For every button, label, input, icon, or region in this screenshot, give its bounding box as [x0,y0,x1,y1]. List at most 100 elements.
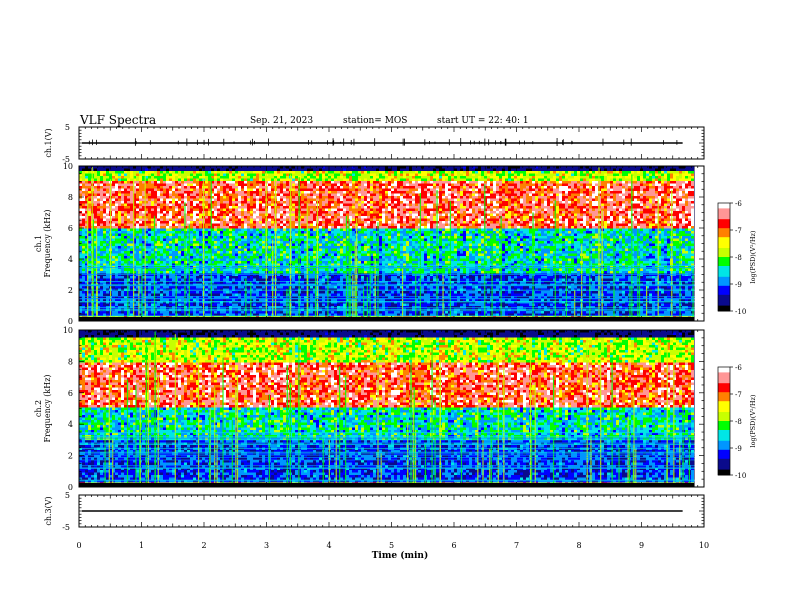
ch1-spec-cell [169,189,172,192]
ch1-spec-cell [172,279,175,282]
ch1-spec-cell [166,206,169,209]
ch1-spec-cell [187,201,190,204]
ch1-spec-cell [268,311,271,314]
ch1-spec-cell [217,181,220,184]
ch1-spec-cell [223,206,226,209]
ch1-spec-cell [238,239,241,242]
ch1-spec-cell [232,171,235,174]
ch1-spec-cell [304,189,307,192]
ch1-spec-cell [226,204,229,207]
ch1-spec-cell [301,274,304,277]
ch1-spec-cell [268,256,271,259]
ch1-spec-cell [217,254,220,257]
ch1-spec-cell [301,171,304,174]
ch1-spec-cell [148,246,151,249]
ch1-spec-cell [280,189,283,192]
ch1-spec-cell [223,294,226,297]
ch1-spec-cell [283,246,286,249]
ch1-spec-cell [106,306,109,309]
ch1-spec-cell [250,219,253,222]
ch1-spec-cell [154,189,157,192]
ch1-spec-cell [232,199,235,202]
ch1-spec-cell [181,261,184,264]
ch1-spec-cell [169,261,172,264]
ch1-spec-cell [160,291,163,294]
ch1-spec-cell [217,251,220,254]
ch1-spec-cell [286,256,289,259]
ch1-spec-cell [292,239,295,242]
ch1-spec-cell [106,196,109,199]
ch1-spec-cell [304,249,307,252]
ch1-spec-cell [226,229,229,232]
ch1-spec-cell [181,279,184,282]
ch1-spec-cell [82,221,85,224]
ch1-spec-cell [295,216,298,219]
ch1-spec-cell [115,294,118,297]
ch1-spec-cell [190,276,193,279]
ch1-spec-cell [295,214,298,217]
ch1-spec-cell [292,221,295,224]
ch1-spec-cell [88,229,91,232]
ch1-spec-cell [217,176,220,179]
ch1-spec-cell [256,214,259,217]
ch1-spec-cell [229,259,232,262]
ch1-spec-cell [262,294,265,297]
ch1-spec-cell [283,219,286,222]
ch1-spec-cell [178,199,181,202]
ch1-spec-cell [181,241,184,244]
ch1-spec-cell [262,221,265,224]
ch1-spec-cell [115,179,118,182]
ch1-spec-cell [295,204,298,207]
ch1-spec-cell [268,231,271,234]
ch1-spec-cell [106,279,109,282]
ch1-spec-cell [238,276,241,279]
ch1-spec-cell [262,229,265,232]
ch1-spec-cell [238,214,241,217]
ch1-spec-cell [190,304,193,307]
ch1-spec-cell [178,209,181,212]
ch1-spec-cell [304,181,307,184]
ch1-spec-cell [112,219,115,222]
ch1-spec-cell [262,291,265,294]
ch1-spec-cell [280,179,283,182]
ch1-spec-cell [301,249,304,252]
ch1-spec-cell [172,224,175,227]
ch1-spec-cell [157,221,160,224]
ch1-spec-cell [208,261,211,264]
ch1-spec-cell [283,239,286,242]
ch1-spec-cell [166,209,169,212]
ch1-spec-cell [127,181,130,184]
ch1-spec-cell [253,196,256,199]
ch1-spec-cell [118,254,121,257]
ch1-spec-cell [238,169,241,172]
ch1-spec-cell [124,249,127,252]
ch1-spec-cell [277,286,280,289]
ch1-spec-cell [157,196,160,199]
ch1-spec-cell [112,229,115,232]
ch1-spec-cell [259,251,262,254]
ch1-spec-cell [184,174,187,177]
ch1-spec-cell [130,206,133,209]
ch1-spec-cell [250,226,253,229]
ch1-spec-cell [235,204,238,207]
ch1-spec-cell [166,174,169,177]
ch1-spec-cell [115,271,118,274]
ch1-spec-cell [82,171,85,174]
ch1-spec-cell [139,196,142,199]
ch1-spec-cell [127,236,130,239]
ch1-spec-cell [208,204,211,207]
ch1-spec-cell [136,191,139,194]
ch1-spec-cell [130,246,133,249]
ch1-spec-cell [199,241,202,244]
ch1-spec-cell [121,276,124,279]
ch1-spec-cell [229,189,232,192]
ch1-spec-cell [118,239,121,242]
ch1-spec-cell [196,251,199,254]
ch1-spec-cell [163,269,166,272]
ch1-spec-cell [247,246,250,249]
ch1-spec-cell [208,234,211,237]
ch1-spec-cell [244,276,247,279]
ch1-spec-cell [295,276,298,279]
ch1-spec-cell [238,179,241,182]
ch1-spec-cell [118,181,121,184]
